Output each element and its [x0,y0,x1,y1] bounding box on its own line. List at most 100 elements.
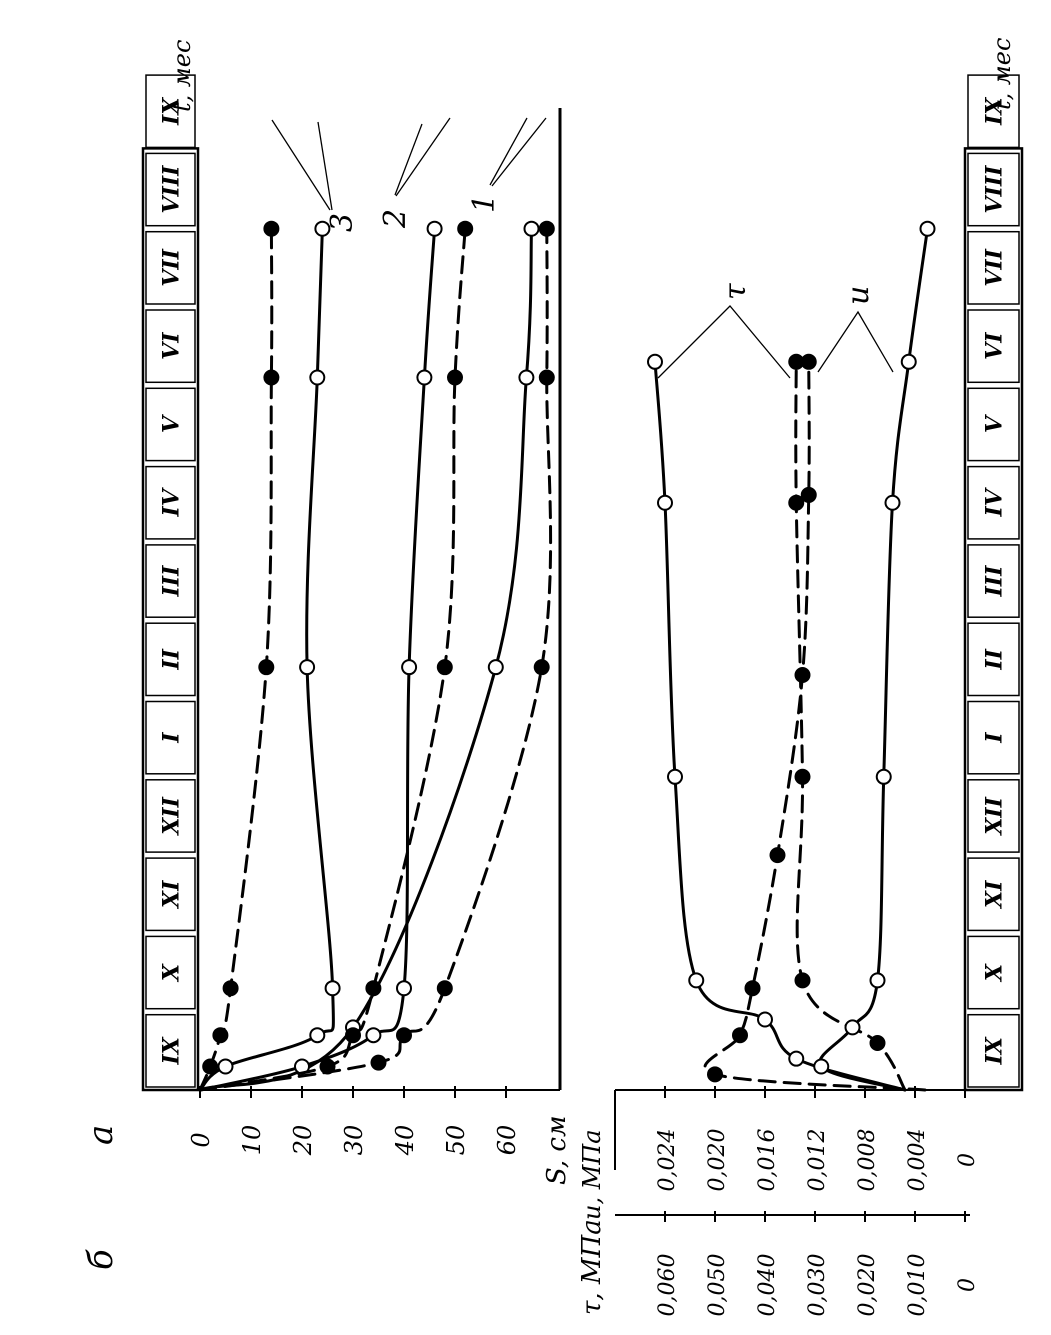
panel-a-series-3-point [345,1027,361,1044]
panel-a-series-1-point [396,1027,412,1044]
month-top-label: XII [159,796,185,836]
tau-tick-label: 0,040 [755,1254,780,1317]
panel-b-series-1-point [800,486,817,503]
month-top-cell [145,230,196,305]
u-tick-label: 0,024 [655,1129,680,1192]
panel-b-series-0-point [657,494,673,511]
tau-tick-label: 0,020 [855,1254,880,1317]
panel-label-b: б [81,1249,121,1270]
panel-a-series-0-line [198,227,533,1092]
panel-b-series-1-line [703,360,927,1092]
panel-b-series-1-point [794,667,811,684]
panel-a-series-5-point [222,980,239,997]
month-top-label: XI [159,880,185,910]
panel-a-series-2-point [416,369,433,386]
u-axis-label: u, МПа [578,1129,606,1220]
panel-b-series-0-point [667,768,683,785]
panel-a-series-1-point [533,659,550,676]
tau-tick-label: 0 [955,1278,980,1292]
panel-b-series-1-point [707,1066,723,1083]
month-bottom-cell [967,622,1020,697]
month-axis-label-top: t, мес [168,40,196,112]
month-top-label: VIII [159,165,185,214]
panel-a-series-5-point [202,1058,219,1075]
month-bottom-cell [967,1013,1020,1088]
panel-a-series-5-point [263,220,280,237]
s-axis-label: S, см [542,1115,572,1185]
month-bottom-cell [967,700,1020,775]
panel-a-series-3-point [319,1058,336,1075]
month-bottom-cell [967,309,1020,384]
panel-label-a: а [81,1125,121,1145]
month-bottom-cell [967,152,1020,227]
month-bottom-cell [967,544,1020,618]
month-top-label: IX [159,97,185,126]
panel-a-series-0-point [487,659,504,676]
month-top-cell [145,935,196,1010]
month-top-frame [141,147,200,1092]
panel-a-series-4-point [217,1058,234,1075]
month-bottom-label: III [982,565,1008,598]
panel-b-series-3-point [919,220,936,237]
panel-b-series-3-point [813,1058,830,1075]
s-tick-label: 50 [442,1125,470,1156]
month-bottom-cell [967,935,1020,1010]
s-tick-label: 30 [340,1125,368,1156]
stress-axis-ticks: 0 0,004 0,008 0,012 0,016 0,020 0,024 0 0,010 0,0… [655,1086,980,1316]
month-axis-label-bottom: t, мес [988,38,1016,110]
month-top-cell [145,152,196,227]
month-top-label: V [159,414,185,433]
panel-b-series-3-point [900,353,917,370]
panel-a-series-1-point [370,1054,387,1071]
month-top-label: II [159,648,185,670]
month-top-cell [145,309,196,384]
tau-tick-label: 0,060 [655,1254,680,1317]
panel-a-series-3-point [457,220,474,237]
panel-a-series-3-point [365,980,382,997]
u-tick-label: 0 [955,1153,980,1167]
month-top-cell [145,700,196,775]
month-bottom-label: I [982,732,1008,744]
panel-a-series-4-point [309,369,326,386]
panel-a-series-5-point [212,1027,229,1044]
curve-label-u: u [841,286,876,305]
panel-b-series-3-point [884,494,901,511]
panel-b-series-0-point [647,353,663,370]
s-tick-label: 40 [391,1125,419,1157]
curve-label-1: 1 [467,194,502,213]
panel-b-series-3-point [844,1019,861,1036]
panel-b-series-3-point [875,768,892,785]
s-tick-label: 60 [493,1125,521,1156]
panel-b-series-2-point [794,768,811,785]
panel-a-series-0-point [523,220,540,237]
month-bottom-label: X [982,963,1008,983]
panel-b-series-3-line [818,227,929,1092]
panel-a-series-3-point [447,369,463,386]
panel-b-series-2-point [788,353,805,370]
panel-b-series-0-point [688,972,705,989]
tau-tick-label: 0,010 [905,1254,930,1317]
month-bottom-label: VII [982,248,1008,286]
s-tick-label: 10 [238,1125,266,1156]
month-bottom-label: II [982,648,1008,670]
panel-b-series-0-point [788,1050,805,1067]
month-top-label: III [159,565,185,598]
panel-b-series-2-point [794,972,811,989]
panel-b-series-0-point [757,1011,773,1028]
month-top-cell [145,1013,196,1088]
curve-label-2: 2 [378,209,413,229]
month-top-cell [145,465,196,540]
curve-label-3: 3 [325,213,360,232]
panel-a-series [198,220,555,1092]
panel-a-series-0-point [518,369,535,386]
tau-tick-label: 0,050 [705,1254,730,1317]
s-axis-ticks: 0 10 20 30 40 50 60 [187,1086,521,1156]
u-tick-label: 0,012 [805,1129,830,1192]
month-top-label: VI [159,332,185,360]
panel-a-series-5-line [198,227,274,1092]
panel-a-series-4-point [309,1027,326,1044]
panel-a-series-2-point [426,220,443,237]
